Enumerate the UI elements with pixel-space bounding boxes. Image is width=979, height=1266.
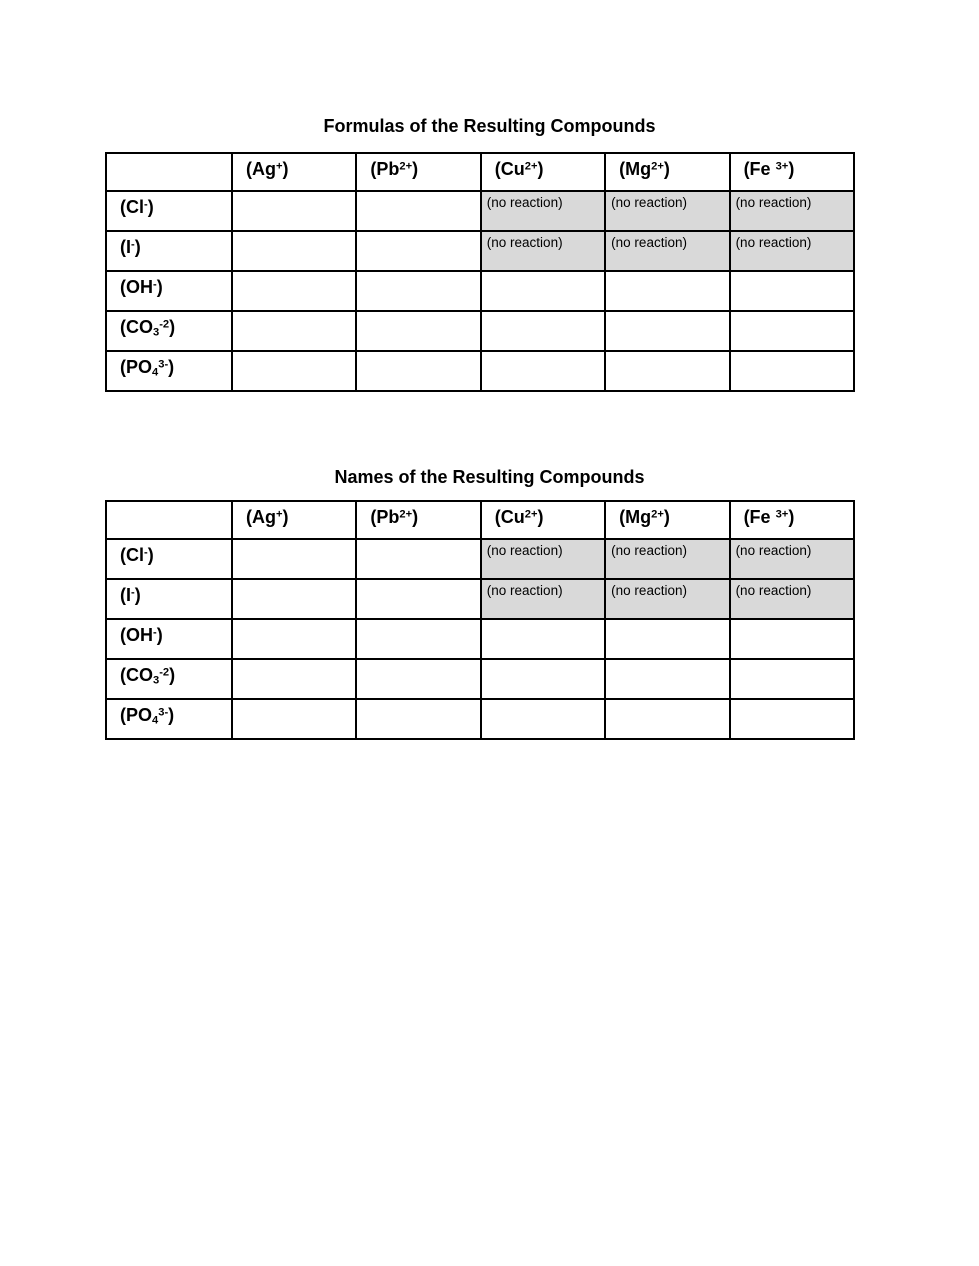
col-header-cu: (Cu2+) xyxy=(479,152,607,192)
empty-cell xyxy=(230,538,358,580)
row-header-cl: (Cl-) xyxy=(105,538,233,580)
empty-cell xyxy=(728,350,856,392)
row-header-po4: (PO43-) xyxy=(105,698,233,740)
no-reaction-cell: (no reaction) xyxy=(479,230,607,272)
corner-cell xyxy=(105,500,233,540)
row-header-po4: (PO43-) xyxy=(105,350,233,392)
row-header-oh: (OH-) xyxy=(105,618,233,660)
empty-cell xyxy=(604,270,731,312)
empty-cell xyxy=(355,310,482,352)
empty-cell xyxy=(728,698,856,740)
empty-cell xyxy=(355,578,482,620)
empty-cell xyxy=(355,538,482,580)
formulas-header-row: (Ag+) (Pb2+) (Cu2+) (Mg2+) (Fe 3+) xyxy=(105,152,856,192)
empty-cell xyxy=(230,658,358,700)
empty-cell xyxy=(230,578,358,620)
col-header-ag: (Ag+) xyxy=(230,500,358,540)
table-row: (Cl-) (no reaction) (no reaction) (no re… xyxy=(105,538,856,580)
names-table-title: Names of the Resulting Compounds xyxy=(334,467,645,487)
col-header-fe: (Fe 3+) xyxy=(728,500,856,540)
row-header-co3: (CO3-2) xyxy=(105,310,233,352)
no-reaction-cell: (no reaction) xyxy=(479,190,607,232)
empty-cell xyxy=(355,230,482,272)
empty-cell xyxy=(230,618,358,660)
empty-cell xyxy=(728,658,856,700)
empty-cell xyxy=(479,618,607,660)
no-reaction-cell: (no reaction) xyxy=(728,538,856,580)
empty-cell xyxy=(355,658,482,700)
row-header-i: (I-) xyxy=(105,230,233,272)
table-row: (CO3-2) xyxy=(105,310,856,352)
col-header-cu: (Cu2+) xyxy=(479,500,607,540)
no-reaction-cell: (no reaction) xyxy=(604,538,731,580)
empty-cell xyxy=(230,190,358,232)
table-row: (PO43-) xyxy=(105,698,856,740)
empty-cell xyxy=(355,698,482,740)
empty-cell xyxy=(728,618,856,660)
table-row: (I-) (no reaction) (no reaction) (no rea… xyxy=(105,230,856,272)
corner-cell xyxy=(105,152,233,192)
empty-cell xyxy=(604,350,731,392)
empty-cell xyxy=(479,698,607,740)
names-table: (Ag+) (Pb2+) (Cu2+) (Mg2+) (Fe 3+) (Cl-)… xyxy=(105,500,856,740)
table-row: (Cl-) (no reaction) (no reaction) (no re… xyxy=(105,190,856,232)
col-header-mg: (Mg2+) xyxy=(604,500,731,540)
row-header-cl: (Cl-) xyxy=(105,190,233,232)
no-reaction-cell: (no reaction) xyxy=(479,578,607,620)
empty-cell xyxy=(230,310,358,352)
empty-cell xyxy=(230,230,358,272)
no-reaction-cell: (no reaction) xyxy=(604,578,731,620)
empty-cell xyxy=(230,270,358,312)
table-row: (PO43-) xyxy=(105,350,856,392)
empty-cell xyxy=(728,270,856,312)
empty-cell xyxy=(604,658,731,700)
no-reaction-cell: (no reaction) xyxy=(728,190,856,232)
col-header-mg: (Mg2+) xyxy=(604,152,731,192)
empty-cell xyxy=(230,350,358,392)
no-reaction-cell: (no reaction) xyxy=(728,578,856,620)
empty-cell xyxy=(355,190,482,232)
row-header-co3: (CO3-2) xyxy=(105,658,233,700)
col-header-pb: (Pb2+) xyxy=(355,500,482,540)
col-header-fe: (Fe 3+) xyxy=(728,152,856,192)
empty-cell xyxy=(355,350,482,392)
no-reaction-cell: (no reaction) xyxy=(479,538,607,580)
empty-cell xyxy=(230,698,358,740)
formulas-table-title: Formulas of the Resulting Compounds xyxy=(323,116,656,136)
empty-cell xyxy=(355,618,482,660)
empty-cell xyxy=(479,310,607,352)
empty-cell xyxy=(479,350,607,392)
formulas-table: (Ag+) (Pb2+) (Cu2+) (Mg2+) (Fe 3+) (Cl-)… xyxy=(105,152,856,392)
empty-cell xyxy=(728,310,856,352)
row-header-i: (I-) xyxy=(105,578,233,620)
table-row: (OH-) xyxy=(105,270,856,312)
table-row: (I-) (no reaction) (no reaction) (no rea… xyxy=(105,578,856,620)
table-row: (OH-) xyxy=(105,618,856,660)
no-reaction-cell: (no reaction) xyxy=(604,230,731,272)
no-reaction-cell: (no reaction) xyxy=(728,230,856,272)
empty-cell xyxy=(604,310,731,352)
col-header-ag: (Ag+) xyxy=(230,152,358,192)
row-header-oh: (OH-) xyxy=(105,270,233,312)
empty-cell xyxy=(604,698,731,740)
no-reaction-cell: (no reaction) xyxy=(604,190,731,232)
col-header-pb: (Pb2+) xyxy=(355,152,482,192)
names-header-row: (Ag+) (Pb2+) (Cu2+) (Mg2+) (Fe 3+) xyxy=(105,500,856,540)
table-row: (CO3-2) xyxy=(105,658,856,700)
empty-cell xyxy=(604,618,731,660)
empty-cell xyxy=(479,658,607,700)
empty-cell xyxy=(479,270,607,312)
empty-cell xyxy=(355,270,482,312)
